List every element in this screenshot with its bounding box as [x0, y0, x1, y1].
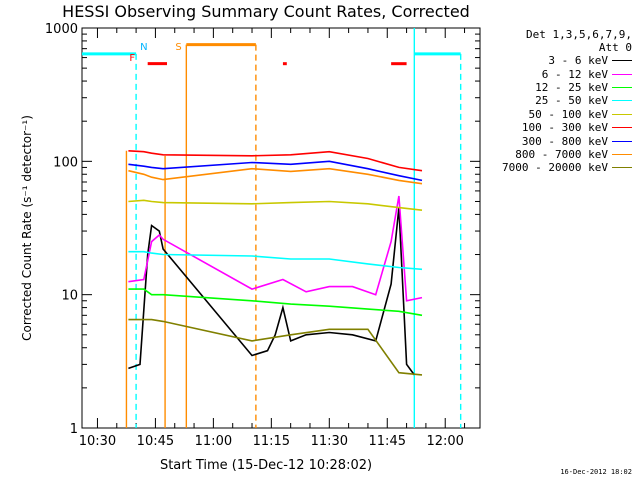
legend-swatch	[612, 100, 632, 102]
series-line	[128, 160, 423, 182]
legend-swatch	[612, 86, 632, 88]
series-line	[128, 199, 423, 211]
y-tick-label: 100	[53, 155, 78, 170]
legend-header-line1: Det 1,3,5,6,7,9,	[526, 28, 632, 41]
x-tick-label: 11:30	[311, 434, 348, 449]
series-line	[128, 318, 423, 376]
flag-annotation-label: N	[140, 42, 147, 53]
legend-entry-label: 3 - 6 keV	[548, 54, 608, 68]
series-line	[128, 250, 423, 271]
legend-swatch	[612, 140, 632, 142]
legend-header-line2: Att 0	[598, 41, 632, 54]
legend-entry-label: 12 - 25 keV	[535, 80, 608, 94]
legend-swatch	[612, 167, 632, 169]
legend-entry: 12 - 25 keV	[478, 81, 632, 94]
legend-entry: 7000 - 20000 keV	[478, 161, 632, 174]
x-tick-label: 12:00	[426, 434, 463, 449]
legend-entry: 3 - 6 keV	[478, 54, 632, 67]
chart-title: HESSI Observing Summary Count Rates, Cor…	[62, 2, 470, 21]
legend-entry: 6 - 12 keV	[478, 67, 632, 81]
series-line	[128, 150, 423, 172]
x-tick-label: 10:30	[79, 434, 116, 449]
legend-entry-label: 50 - 100 keV	[528, 107, 608, 121]
y-tick-label: 1000	[45, 22, 78, 37]
legend-entry: 800 - 7000 keV	[478, 148, 632, 161]
x-tick-label: 11:00	[195, 434, 232, 449]
x-tick-label: 11:15	[253, 434, 290, 449]
x-tick-label: 10:45	[137, 434, 174, 449]
flag-annotation-label: S	[175, 42, 181, 53]
legend-swatch	[612, 113, 632, 115]
legend-entry: 50 - 100 keV	[478, 108, 632, 121]
y-tick-label: 10	[61, 289, 78, 304]
legend-swatch	[612, 73, 632, 75]
series-line	[128, 167, 423, 185]
legend-entry: 300 - 800 keV	[478, 134, 632, 148]
legend-entry-label: 100 - 300 keV	[521, 121, 608, 135]
legend-entry-label: 300 - 800 keV	[521, 134, 608, 148]
legend-swatch	[612, 127, 632, 129]
legend-entry-label: 25 - 50 keV	[535, 94, 608, 108]
legend-entry: 100 - 300 keV	[478, 121, 632, 134]
y-tick-label: 1	[70, 422, 78, 437]
series-line	[128, 288, 423, 317]
footer-stamp: 16-Dec-2012 18:02	[560, 468, 632, 476]
legend-swatch	[612, 60, 632, 62]
x-axis-label: Start Time (15-Dec-12 10:28:02)	[160, 458, 372, 473]
plot-area: 1 10 100 1000 10:30 10:45 11:00 11:15 11:30 11:45…	[45, 22, 481, 449]
y-axis-label: Corrected Count Rate (s⁻¹ detector⁻¹)	[20, 115, 34, 341]
legend-items: 3 - 6 keV 6 - 12 keV 12 - 25 keV 25 - 50 ke…	[478, 54, 632, 175]
plot-frame	[81, 27, 481, 429]
flag-annotation-label: F	[129, 53, 135, 64]
x-tick-label: 11:45	[369, 434, 406, 449]
legend-entry-label: 800 - 7000 keV	[515, 147, 608, 161]
legend: Det 1,3,5,6,7,9, Att 0 3 - 6 keV 6 - 12 k…	[478, 28, 632, 175]
series-line	[128, 195, 423, 302]
legend-entry: 25 - 50 keV	[478, 94, 632, 107]
legend-entry-label: 6 - 12 keV	[541, 67, 608, 81]
series-line	[128, 207, 415, 376]
legend-entry-label: 7000 - 20000 keV	[502, 161, 608, 175]
legend-swatch	[612, 153, 632, 155]
